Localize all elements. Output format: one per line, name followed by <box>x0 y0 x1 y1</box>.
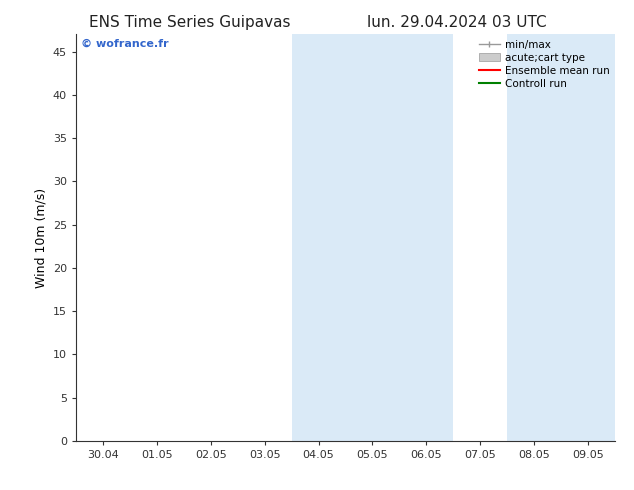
Bar <box>292 34 453 441</box>
Text: ENS Time Series Guipavas: ENS Time Series Guipavas <box>89 15 291 30</box>
Bar <box>507 34 615 441</box>
Y-axis label: Wind 10m (m/s): Wind 10m (m/s) <box>34 188 48 288</box>
Text: © wofrance.fr: © wofrance.fr <box>81 38 169 49</box>
Legend: min/max, acute;cart type, Ensemble mean run, Controll run: min/max, acute;cart type, Ensemble mean … <box>479 40 610 89</box>
Text: lun. 29.04.2024 03 UTC: lun. 29.04.2024 03 UTC <box>366 15 547 30</box>
